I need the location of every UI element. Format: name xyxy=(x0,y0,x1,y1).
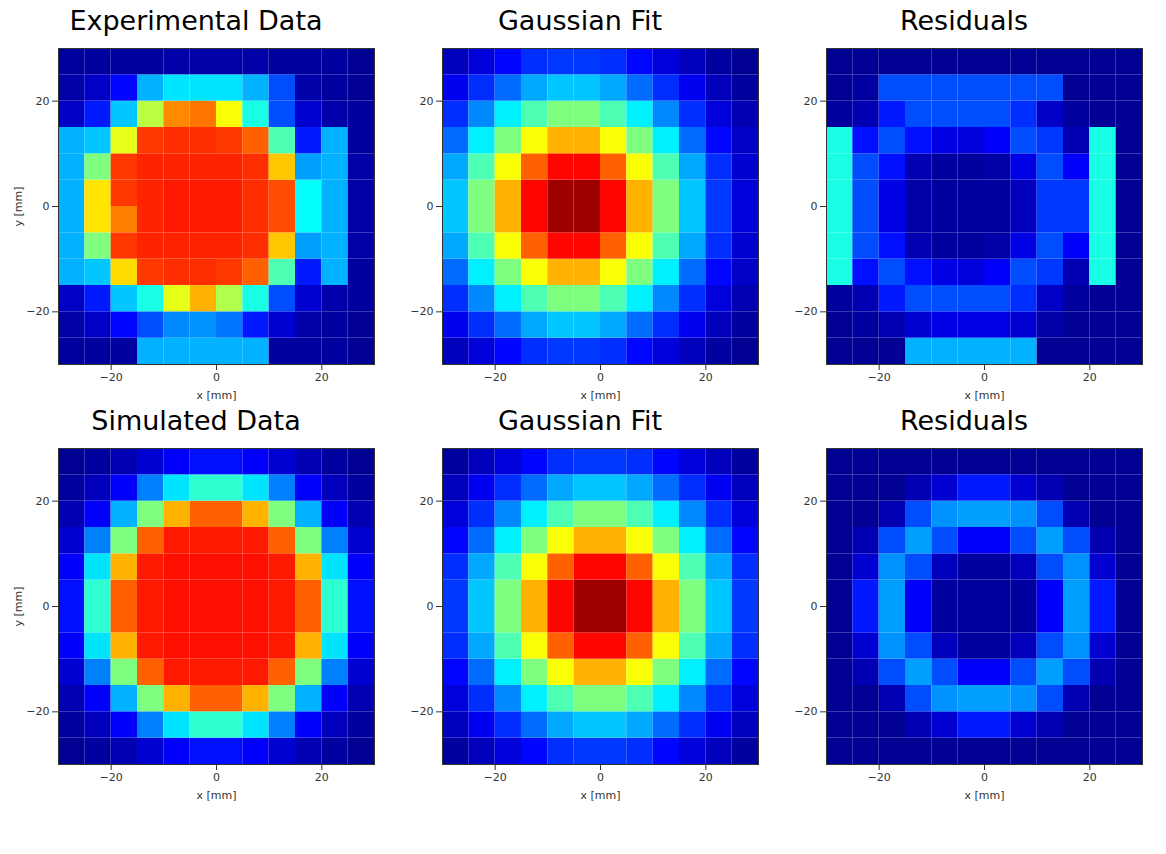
svg-text:0: 0 xyxy=(811,600,818,613)
svg-text:−20: −20 xyxy=(100,771,123,784)
svg-text:20: 20 xyxy=(804,495,818,508)
svg-text:−20: −20 xyxy=(26,305,49,318)
svg-text:20: 20 xyxy=(420,495,434,508)
svg-text:0: 0 xyxy=(597,371,604,384)
svg-text:0: 0 xyxy=(597,771,604,784)
svg-text:x [mm]: x [mm] xyxy=(964,789,1004,802)
svg-text:y [mm]: y [mm] xyxy=(12,586,25,626)
svg-text:0: 0 xyxy=(981,371,988,384)
svg-text:20: 20 xyxy=(1083,771,1097,784)
svg-text:0: 0 xyxy=(43,200,50,213)
svg-text:−20: −20 xyxy=(484,771,507,784)
svg-text:20: 20 xyxy=(1083,371,1097,384)
svg-text:20: 20 xyxy=(315,771,329,784)
svg-text:x [mm]: x [mm] xyxy=(196,389,236,402)
svg-text:y [mm]: y [mm] xyxy=(12,186,25,226)
svg-text:x [mm]: x [mm] xyxy=(196,789,236,802)
html-text:Residuals: Residuals xyxy=(900,405,1028,436)
svg-text:20: 20 xyxy=(36,95,50,108)
svg-text:20: 20 xyxy=(315,371,329,384)
svg-text:20: 20 xyxy=(36,495,50,508)
svg-text:0: 0 xyxy=(427,200,434,213)
svg-text:0: 0 xyxy=(427,600,434,613)
svg-text:−20: −20 xyxy=(410,705,433,718)
html-text:Experimental Data: Experimental Data xyxy=(69,5,323,36)
svg-text:x [mm]: x [mm] xyxy=(964,389,1004,402)
svg-text:0: 0 xyxy=(811,200,818,213)
svg-text:−20: −20 xyxy=(410,305,433,318)
svg-text:0: 0 xyxy=(213,371,220,384)
svg-text:20: 20 xyxy=(420,95,434,108)
svg-text:−20: −20 xyxy=(484,371,507,384)
svg-text:−20: −20 xyxy=(868,371,891,384)
html-text:Residuals: Residuals xyxy=(900,5,1028,36)
svg-text:−20: −20 xyxy=(794,705,817,718)
html-text:Gaussian Fit: Gaussian Fit xyxy=(497,5,662,36)
svg-text:x [mm]: x [mm] xyxy=(580,789,620,802)
svg-text:−20: −20 xyxy=(26,705,49,718)
svg-text:−20: −20 xyxy=(100,371,123,384)
svg-text:−20: −20 xyxy=(868,771,891,784)
svg-text:0: 0 xyxy=(981,771,988,784)
svg-text:x [mm]: x [mm] xyxy=(580,389,620,402)
html-text:Simulated Data: Simulated Data xyxy=(91,405,301,436)
svg-text:−20: −20 xyxy=(794,305,817,318)
svg-text:20: 20 xyxy=(804,95,818,108)
html-text:Gaussian Fit: Gaussian Fit xyxy=(497,405,662,436)
svg-text:0: 0 xyxy=(213,771,220,784)
svg-text:0: 0 xyxy=(43,600,50,613)
svg-text:20: 20 xyxy=(699,371,713,384)
svg-text:20: 20 xyxy=(699,771,713,784)
